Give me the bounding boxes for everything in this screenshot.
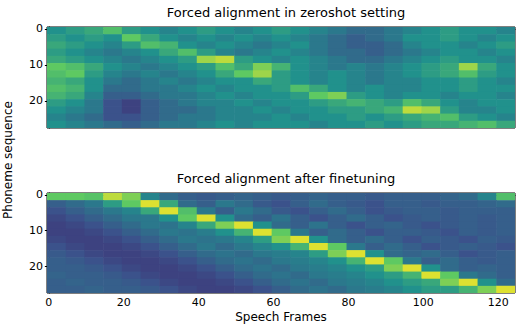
svg-text:10: 10 xyxy=(29,58,43,71)
svg-text:Phoneme sequence: Phoneme sequence xyxy=(1,101,15,219)
svg-text:20: 20 xyxy=(29,94,43,107)
svg-text:40: 40 xyxy=(192,296,206,309)
svg-text:120: 120 xyxy=(488,296,509,309)
svg-text:0: 0 xyxy=(36,22,43,35)
svg-text:60: 60 xyxy=(267,296,281,309)
svg-text:10: 10 xyxy=(29,224,43,237)
svg-text:Speech Frames: Speech Frames xyxy=(235,310,327,324)
svg-text:0: 0 xyxy=(45,296,52,309)
svg-text:80: 80 xyxy=(341,296,355,309)
svg-text:20: 20 xyxy=(117,296,131,309)
svg-text:Forced alignment after finetun: Forced alignment after finetuning xyxy=(177,171,395,186)
svg-text:0: 0 xyxy=(36,188,43,201)
svg-text:Forced alignment in zeroshot s: Forced alignment in zeroshot setting xyxy=(167,5,405,20)
svg-text:20: 20 xyxy=(29,260,43,273)
svg-text:100: 100 xyxy=(413,296,434,309)
